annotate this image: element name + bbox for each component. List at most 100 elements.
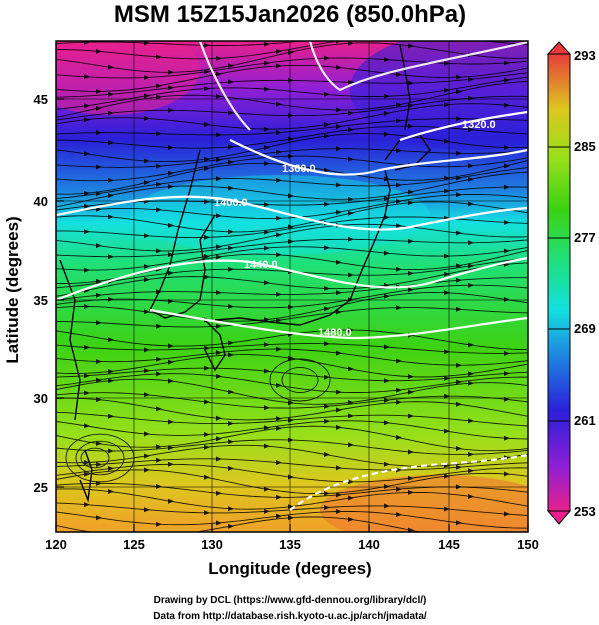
streamline-arrow [96, 164, 102, 170]
streamline-arrow [324, 91, 330, 97]
streamline-arrow [408, 389, 414, 395]
streamline-arrow [456, 306, 462, 312]
streamline-arrow [216, 436, 222, 442]
streamline-arrow [336, 107, 342, 113]
streamline-arrow [456, 150, 462, 156]
streamline-arrow [264, 41, 270, 47]
streamline-arrow [504, 371, 510, 376]
streamline-arrow [204, 166, 210, 171]
streamline-arrow [276, 416, 282, 422]
streamline-arrow [228, 352, 234, 358]
streamline-arrow [384, 397, 390, 403]
contour-top [308, 41, 528, 92]
x-tick-label: 125 [123, 537, 145, 552]
streamline-arrow [468, 76, 474, 82]
streamline-arrow [204, 444, 210, 450]
streamline-arrow [216, 71, 222, 77]
contour-labels: 1320.0 1360.0 1400.0 1440.0 1480.0 [214, 119, 496, 339]
coastline-taiwan [79, 449, 93, 503]
cyan-band-sea-of-japan [130, 175, 430, 255]
streamline-arrow [84, 423, 90, 429]
streamline-arrow [216, 373, 222, 379]
streamline-arrow [276, 346, 282, 352]
streamline-arrow [84, 373, 90, 379]
streamline-arrow [288, 77, 294, 83]
streamline-arrow [84, 502, 90, 508]
x-tick-label: 130 [201, 537, 223, 552]
x-tick-label: 145 [438, 537, 460, 552]
streamline-arrow [456, 446, 462, 451]
contour-1320 [399, 110, 528, 142]
streamline-arrow [456, 464, 462, 470]
streamline-arrow [504, 27, 510, 32]
contour-south [289, 453, 528, 511]
streamline-arrow [396, 387, 402, 393]
streamline-arrow [156, 323, 162, 329]
streamline-arrow [168, 533, 174, 538]
streamline [56, 397, 528, 421]
contour-1360 [229, 139, 528, 176]
colorbar-label: 285 [574, 139, 596, 154]
streamline-arrow [408, 449, 414, 455]
wind-streamlines [56, 27, 528, 538]
streamline-arrow [276, 177, 282, 183]
y-axis: 25 30 35 40 45 Latitude (degrees) [3, 92, 64, 495]
streamline-arrow [324, 55, 330, 61]
streamline-arrow [276, 291, 282, 297]
streamline-arrow [204, 474, 210, 480]
contour-1400 [56, 195, 528, 231]
streamline-arrow [336, 209, 342, 215]
streamline-arrow [84, 190, 90, 196]
streamline-arrow [444, 506, 450, 512]
streamline-arrow [156, 484, 162, 489]
streamline [56, 118, 528, 136]
streamline-arrow [288, 49, 294, 55]
streamline-arrow [84, 471, 90, 477]
streamline [56, 482, 528, 498]
streamline-arrow [168, 252, 174, 258]
streamline-arrow [324, 245, 330, 251]
streamline-arrow [228, 229, 234, 235]
streamline-arrow [156, 444, 162, 450]
streamline-arrow [348, 41, 354, 46]
streamline-arrow [96, 278, 102, 284]
streamline-arrow [384, 93, 390, 99]
streamline-arrow [264, 508, 270, 514]
streamline-arrow [84, 344, 90, 350]
streamline-arrow [96, 441, 102, 446]
streamline-arrow [228, 465, 234, 471]
coastline-kyushu [204, 319, 226, 372]
streamline-arrow [336, 492, 342, 498]
credit-drawing: Drawing by DCL (https://www.gfd-dennou.o… [154, 595, 427, 606]
streamline-arrow [444, 138, 450, 144]
streamline-arrow [384, 378, 390, 384]
streamline-arrow [288, 355, 294, 361]
streamline-arrow [396, 358, 402, 364]
streamline [56, 444, 528, 467]
streamline-arrow [168, 343, 174, 349]
streamline [56, 348, 528, 366]
streamline-arrow [204, 42, 210, 48]
streamline-arrow [348, 79, 354, 85]
streamline-arrow [348, 442, 354, 448]
streamline-arrow [216, 157, 222, 163]
streamline-arrow [384, 503, 390, 509]
streamline-arrow [96, 191, 102, 197]
streamline-arrow [144, 277, 150, 283]
streamline-arrow [108, 254, 114, 260]
streamline-arrow [408, 287, 414, 293]
streamline-arrow [468, 263, 474, 269]
streamline-arrow [156, 521, 162, 527]
streamline-arrow [276, 232, 282, 238]
streamline-arrow [408, 43, 414, 49]
streamline-arrow [384, 420, 390, 426]
y-tick-label: 45 [34, 92, 48, 107]
streamline-arrow [504, 145, 510, 150]
streamline-arrow [276, 63, 282, 69]
streamline [56, 133, 528, 163]
streamline-arrow [396, 512, 402, 518]
streamline-arrow [144, 309, 150, 315]
streamline-arrow [168, 461, 174, 467]
colorbar: 293 285 277 269 261 253 [546, 41, 596, 525]
streamline-arrow [468, 176, 474, 182]
